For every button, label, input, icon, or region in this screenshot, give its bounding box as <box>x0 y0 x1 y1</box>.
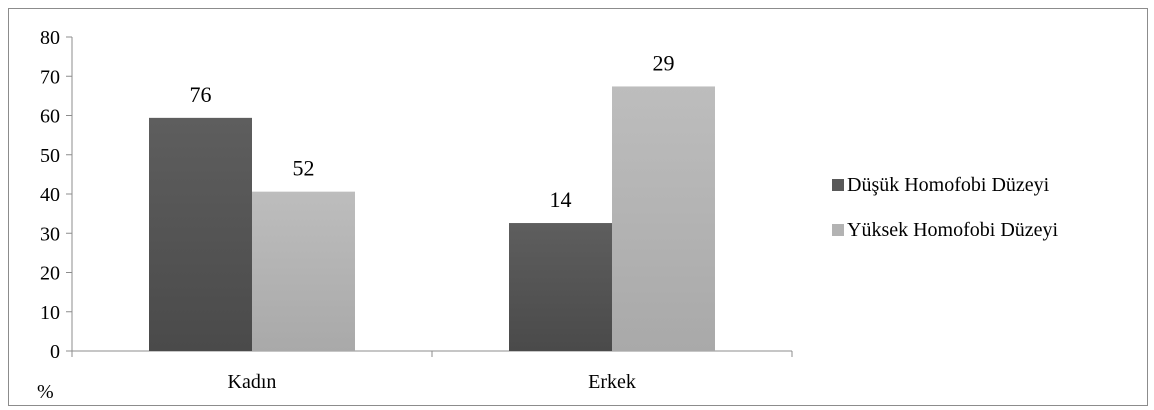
data-labels-group: 76 14 52 29 <box>190 50 675 212</box>
bars-group <box>149 86 715 351</box>
y-tick-label: 40 <box>40 184 60 206</box>
bar-data-label: 29 <box>653 50 675 75</box>
x-axis: Kadın Erkek <box>71 350 793 393</box>
y-tick-label: 10 <box>40 302 60 324</box>
y-axis-unit-label: % <box>37 381 54 403</box>
y-tick-label: 0 <box>50 341 60 363</box>
x-tick-label: Kadın <box>228 371 277 393</box>
bar <box>252 191 355 351</box>
bar-data-label: 76 <box>190 82 212 107</box>
y-tick-label: 80 <box>40 27 60 49</box>
bar <box>149 117 252 351</box>
y-tick-label: 30 <box>40 223 60 245</box>
bar-data-label: 52 <box>293 156 315 181</box>
legend-swatch <box>832 179 844 191</box>
legend-label: Düşük Homofobi Düzeyi <box>847 174 1050 196</box>
bar <box>509 223 612 351</box>
legend-swatch <box>832 224 844 236</box>
bar-data-label: 14 <box>550 187 572 212</box>
y-tick-label: 50 <box>40 145 60 167</box>
y-tick-label: 70 <box>40 66 60 88</box>
bar <box>612 86 715 351</box>
legend-label: Yüksek Homofobi Düzeyi <box>847 219 1059 241</box>
y-tick-label: 60 <box>40 106 60 128</box>
y-axis: 0 10 20 30 40 50 60 70 80 <box>40 27 73 363</box>
x-tick-label: Erkek <box>588 371 636 393</box>
legend: Düşük Homofobi Düzeyi Yüksek Homofobi Düz… <box>832 174 1059 241</box>
y-tick-label: 20 <box>40 263 60 285</box>
